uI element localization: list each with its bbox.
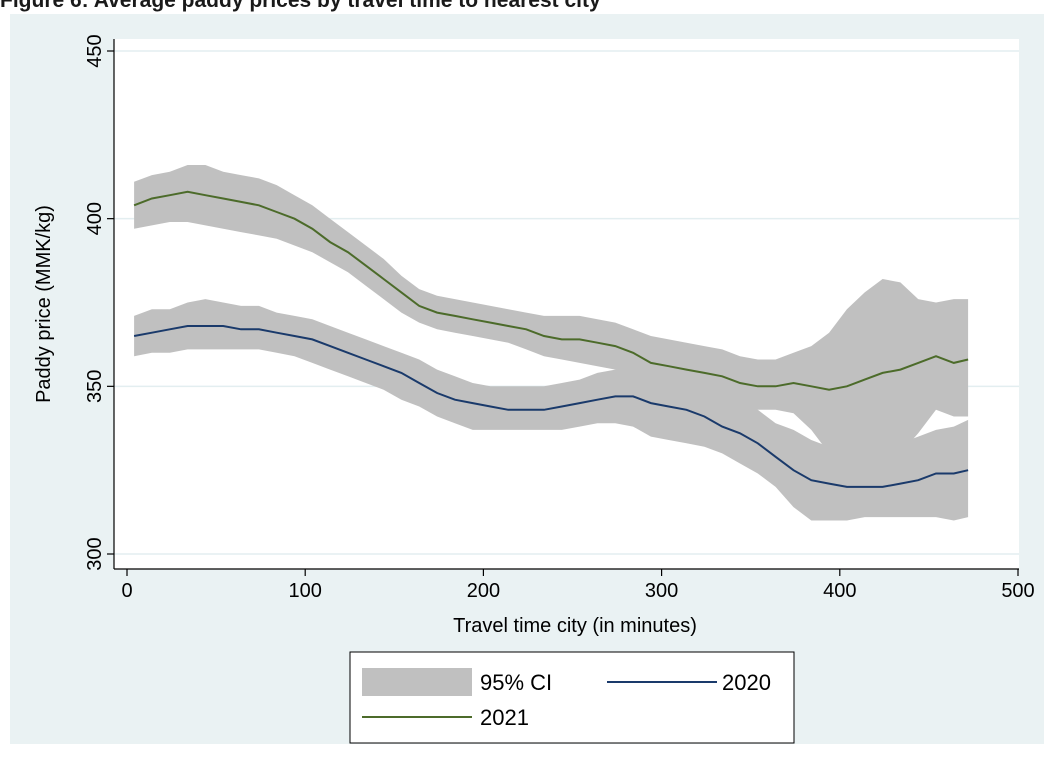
y-tick-label-350: 350: [84, 370, 106, 403]
legend-ci-swatch: [362, 668, 472, 696]
series-line-2021: [133, 190, 969, 391]
x-tick-label-300: 300: [645, 580, 678, 602]
figure-caption: Figure 6: Average paddy prices by travel…: [0, 0, 601, 12]
line-chart: 300 350 400 450 0 100 200 300 400 500 Travel time…: [33, 34, 1035, 744]
legend-label-2020: 2020: [722, 670, 771, 695]
x-tick-label-400: 400: [823, 580, 856, 602]
x-axis-title: Travel time city (in minutes): [453, 615, 697, 637]
ci-band-2020: [134, 299, 969, 521]
ci-band-2021: [134, 165, 969, 474]
legend-label-ci: 95% CI: [480, 670, 552, 695]
series-lines: [133, 190, 969, 488]
legend-box: [349, 651, 795, 744]
confidence-bands: [134, 165, 969, 521]
chart-figure: 300 350 400 450 0 100 200 300 400 500 Travel time…: [10, 14, 1044, 744]
x-tick-label-0: 0: [121, 580, 132, 602]
legend: 95% CI 2020 2021: [349, 651, 795, 744]
x-tick-label-200: 200: [467, 580, 500, 602]
y-tick-label-300: 300: [84, 537, 106, 570]
x-tick-label-500: 500: [1001, 580, 1034, 602]
series-line-2020: [133, 325, 969, 488]
y-tick-label-400: 400: [84, 202, 106, 235]
y-axis-title: Paddy price (MMK/kg): [33, 205, 55, 403]
axes: 300 350 400 450 0 100 200 300 400 500: [84, 34, 1035, 602]
x-tick-label-100: 100: [289, 580, 322, 602]
legend-label-2021: 2021: [480, 705, 529, 730]
y-tick-label-450: 450: [84, 34, 106, 67]
